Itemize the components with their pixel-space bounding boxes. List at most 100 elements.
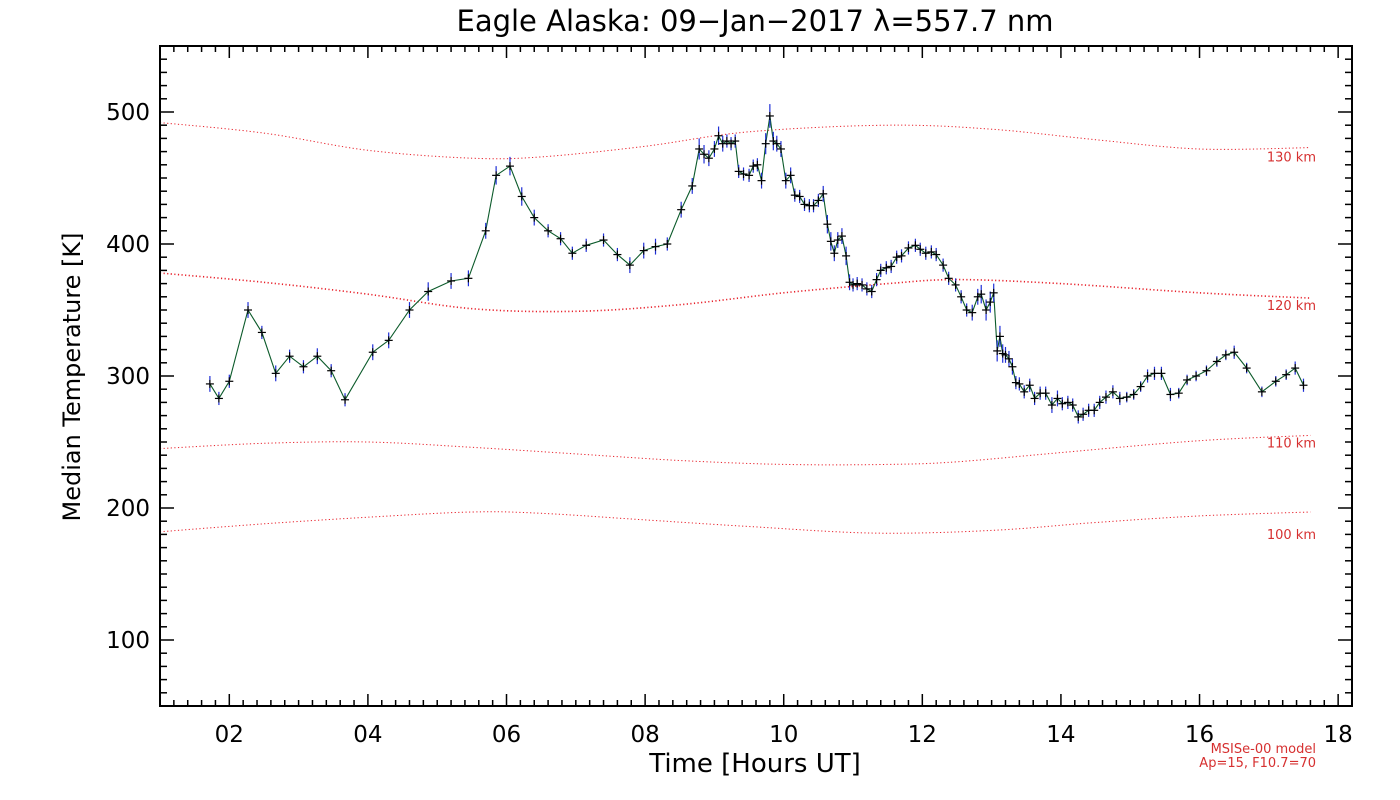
x-tick-label: 08 xyxy=(630,722,659,748)
data-point xyxy=(1015,379,1024,388)
data-point xyxy=(892,253,901,262)
data-point xyxy=(424,287,433,296)
data-point xyxy=(772,139,781,148)
data-point xyxy=(505,162,514,171)
data-point xyxy=(927,247,936,256)
data-point xyxy=(1063,398,1072,407)
data-point xyxy=(651,242,660,251)
axes: 02 04 06 08 10 12 14 16 18 100 200 300 400 500 xyxy=(106,45,1353,748)
data-point xyxy=(833,236,842,245)
data-point xyxy=(688,181,697,190)
data-point xyxy=(368,348,377,357)
data-point xyxy=(911,241,920,250)
data-point xyxy=(1053,394,1062,403)
data-point xyxy=(1136,382,1145,391)
data-point xyxy=(745,171,754,180)
data-point xyxy=(613,250,622,259)
data-point xyxy=(625,261,634,270)
data-point xyxy=(1271,377,1280,386)
data-point xyxy=(951,280,960,289)
data-point xyxy=(862,284,871,293)
y-tick-label: 400 xyxy=(106,232,150,258)
y-tick-label: 100 xyxy=(106,628,150,654)
data-point xyxy=(663,240,672,248)
data-point xyxy=(957,292,966,301)
data-point xyxy=(492,171,501,180)
data-point xyxy=(285,352,294,361)
data-point xyxy=(795,192,804,201)
data-point xyxy=(826,237,835,246)
data-point xyxy=(765,111,774,120)
data-point xyxy=(727,139,736,148)
chart-title: Eagle Alaska: 09−Jan−2017 λ=557.7 nm xyxy=(457,4,1054,38)
data-point xyxy=(1020,387,1029,396)
labels: Eagle Alaska: 09−Jan−2017 λ=557.7 nm Tim… xyxy=(58,4,1316,779)
data-point xyxy=(639,246,648,255)
data-point xyxy=(1108,387,1117,396)
data-point xyxy=(753,160,762,169)
model-label-100-km: 100 km xyxy=(1267,528,1316,543)
data-point xyxy=(989,288,998,297)
data-point xyxy=(1004,354,1013,363)
data-point xyxy=(1041,389,1050,398)
data-point xyxy=(731,137,740,146)
data-point xyxy=(962,306,971,314)
data-point xyxy=(244,306,253,314)
data-point xyxy=(800,200,809,209)
data-point xyxy=(464,274,473,283)
data-point xyxy=(986,298,995,307)
data-point xyxy=(722,137,731,146)
data-point xyxy=(944,274,953,283)
data-point xyxy=(982,306,991,314)
data-point xyxy=(977,290,986,299)
model-note-line1: MSISe-00 model xyxy=(1211,742,1316,757)
model-note-line2: Ap=15, F10.7=70 xyxy=(1199,756,1316,771)
data-point xyxy=(1030,394,1039,403)
data-point xyxy=(757,176,766,185)
data-point xyxy=(916,245,925,254)
data-point xyxy=(1095,398,1104,407)
data-point xyxy=(327,366,336,375)
data-point xyxy=(568,249,577,258)
data-point xyxy=(1025,381,1034,390)
data-point xyxy=(599,236,608,245)
data-point xyxy=(739,170,748,179)
model-label-110-km: 110 km xyxy=(1267,436,1316,451)
x-tick-label: 16 xyxy=(1185,722,1214,748)
data-point xyxy=(530,213,539,222)
data-point xyxy=(932,250,941,259)
data-point xyxy=(858,280,867,289)
data-point xyxy=(714,131,723,140)
data-point xyxy=(790,191,799,200)
data-point xyxy=(876,266,885,275)
data-point xyxy=(993,346,1002,355)
data-point xyxy=(1122,393,1131,402)
x-tick-label: 02 xyxy=(215,722,244,748)
y-tick-label: 300 xyxy=(106,364,150,390)
data-point xyxy=(749,162,758,171)
model-curve-110-km xyxy=(159,434,1311,466)
data-point xyxy=(481,226,490,235)
data-point xyxy=(1166,390,1175,399)
model-label-120-km: 120 km xyxy=(1267,299,1316,314)
data-point xyxy=(1221,350,1230,359)
data-point xyxy=(1129,390,1138,399)
model-label-130-km: 130 km xyxy=(1267,151,1316,166)
data-point xyxy=(1299,381,1308,390)
data-point xyxy=(904,243,913,252)
data-point xyxy=(1143,372,1152,380)
data-point xyxy=(1001,350,1010,359)
data-point xyxy=(1257,387,1266,396)
data-point xyxy=(704,154,713,163)
data-point xyxy=(921,249,930,258)
data-point xyxy=(299,362,308,371)
data-point xyxy=(225,377,234,386)
data-series xyxy=(205,104,1308,424)
data-point xyxy=(313,352,322,361)
data-point xyxy=(842,251,851,260)
data-point xyxy=(1047,401,1056,410)
data-point xyxy=(1079,410,1088,419)
data-point xyxy=(405,306,414,314)
data-point xyxy=(1291,364,1300,373)
data-point xyxy=(761,139,770,148)
